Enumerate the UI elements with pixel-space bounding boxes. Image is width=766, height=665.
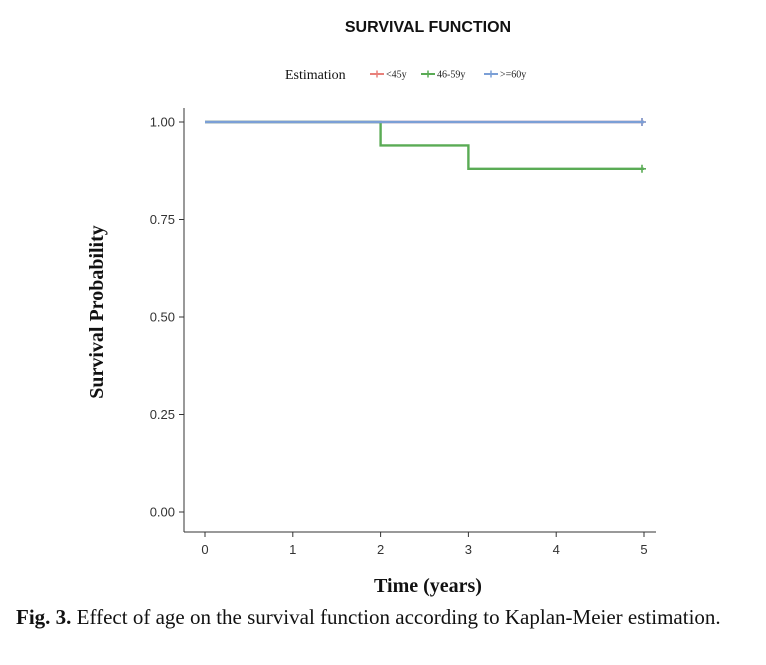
x-axis-title: Time (years)	[374, 575, 482, 597]
x-tick-label: 0	[201, 542, 208, 557]
censor-mark	[638, 118, 646, 126]
censor-mark	[638, 164, 646, 173]
y-tick-label: 1.00	[150, 115, 175, 130]
y-tick-label: 0.25	[150, 407, 175, 422]
y-tick-label: 0.00	[150, 505, 175, 520]
legend-title: Estimation	[285, 68, 346, 83]
x-tick-label: 3	[465, 542, 472, 557]
x-tick-label: 1	[289, 542, 296, 557]
figure-caption: Fig. 3. Effect of age on the survival fu…	[16, 604, 758, 630]
axes	[183, 108, 656, 533]
x-tick-label: 4	[553, 542, 560, 557]
y-tick-label: 0.50	[150, 310, 175, 325]
x-tick-label: 2	[377, 542, 384, 557]
caption-text: Effect of age on the survival function a…	[76, 605, 721, 629]
legend-entry-label: 46-59y	[437, 70, 465, 81]
series-line-1	[205, 120, 644, 171]
y-axis-title: Survival Probability	[86, 225, 108, 399]
x-tick-label: 5	[640, 542, 647, 557]
chart-title: SURVIVAL FUNCTION	[345, 19, 511, 36]
legend-entry-label: >=60y	[500, 70, 526, 81]
survival-chart: SURVIVAL FUNCTION Estimation <45y 46-59y >…	[86, 19, 656, 597]
legend: Estimation <45y 46-59y >=60y	[285, 68, 526, 83]
legend-entry-label: <45y	[386, 70, 407, 81]
y-tick-label: 0.75	[150, 212, 175, 227]
caption-label: Fig. 3.	[16, 605, 72, 629]
